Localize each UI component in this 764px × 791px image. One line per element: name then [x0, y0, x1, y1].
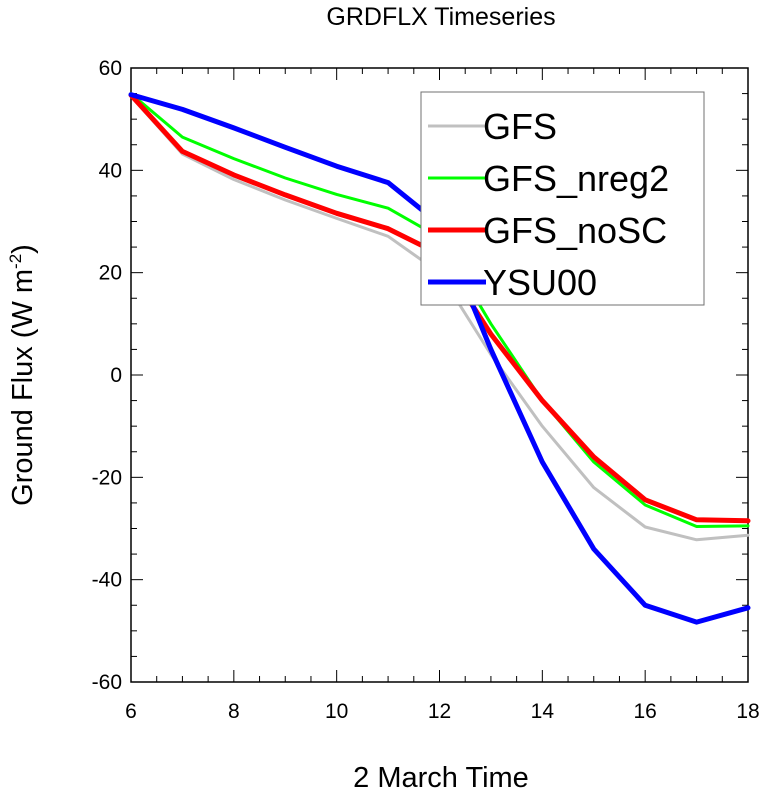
axis-ticks: 6 8 10 12 14 16 18 -60 -40 -20 0 20 40 60: [92, 57, 760, 723]
y-tick-label: 60: [99, 57, 122, 80]
legend-label: GFS_noSC: [483, 210, 667, 251]
y-tick-label: 40: [99, 159, 122, 182]
legend: GFS GFS_nreg2 GFS_noSC YSU00: [420, 91, 705, 306]
y-tick-label: 20: [99, 262, 122, 285]
y-tick-label: 0: [110, 364, 122, 387]
x-tick-label: 8: [228, 700, 240, 723]
x-axis-label: 2 March Time: [353, 762, 529, 791]
y-axis-label-close: ): [7, 244, 39, 254]
x-tick-label: 16: [633, 700, 656, 723]
legend-label: GFS: [483, 106, 557, 147]
x-tick-label: 10: [325, 700, 348, 723]
legend-items: GFS GFS_nreg2 GFS_noSC YSU00: [428, 106, 669, 303]
y-axis-label: Ground Flux (W m-2): [6, 244, 39, 506]
x-tick-label: 14: [531, 700, 555, 723]
legend-label: GFS_nreg2: [483, 158, 669, 199]
x-tick-label: 6: [125, 700, 137, 723]
y-axis-label-superscript: -2: [6, 254, 25, 269]
y-tick-label: -60: [92, 671, 122, 694]
x-tick-label: 18: [736, 700, 759, 723]
y-axis-label-base: Ground Flux (W m: [7, 269, 39, 506]
chart-title: GRDFLX Timeseries: [326, 3, 555, 31]
y-tick-label: -20: [92, 466, 122, 489]
y-tick-label: -40: [92, 569, 122, 592]
legend-label: YSU00: [483, 262, 597, 303]
x-tick-label: 12: [428, 700, 451, 723]
